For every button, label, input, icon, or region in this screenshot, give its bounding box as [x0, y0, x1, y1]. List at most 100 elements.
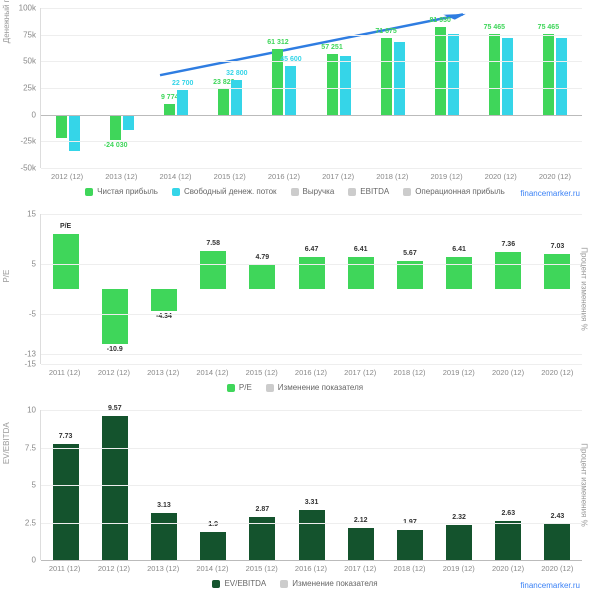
- y-tick: 0: [32, 556, 36, 565]
- pe-chart: P/E 155-5-13-15 P/E-10.9-4.347.584.796.4…: [8, 214, 582, 392]
- gridline: [41, 314, 582, 315]
- bar: [53, 234, 79, 289]
- bar: [348, 528, 374, 560]
- legend-item: P/E: [227, 383, 252, 392]
- bar: [489, 34, 500, 114]
- x-tick: 2020 (12): [533, 564, 582, 573]
- bar: [69, 115, 80, 151]
- x-tick: 2012 (12): [89, 368, 138, 377]
- bar: [448, 34, 459, 115]
- legend-swatch: [266, 384, 274, 392]
- gridline: [41, 485, 582, 486]
- bar: [446, 525, 472, 560]
- x-tick: 2016 (12): [286, 368, 335, 377]
- bar-value-label: 2.32: [452, 514, 466, 521]
- bar-group: 6.41: [336, 214, 385, 364]
- legend-swatch: [403, 188, 411, 196]
- bar: [446, 257, 472, 289]
- bar: [53, 444, 79, 560]
- legend: Чистая прибыльСвободный денеж. потокВыру…: [8, 187, 582, 196]
- bar: [102, 289, 128, 344]
- bar: [299, 257, 325, 289]
- bar: [544, 254, 570, 289]
- bar: [110, 115, 121, 141]
- legend-swatch: [227, 384, 235, 392]
- legend-label: EBITDA: [360, 187, 389, 196]
- source-link[interactable]: financemarker.ru: [520, 189, 580, 198]
- legend-item: Чистая прибыль: [85, 187, 158, 196]
- bar-value-label: 75 465: [484, 24, 505, 31]
- x-tick: 2017 (12): [336, 564, 385, 573]
- legend-label: Изменение показателя: [278, 383, 363, 392]
- y-tick: 75k: [23, 30, 36, 39]
- bar-value-label: 4.79: [256, 254, 270, 261]
- bar: [102, 416, 128, 560]
- bar-value-label: 9.57: [108, 405, 122, 412]
- y-axis-label: Денежный поток, млн, ₽: [2, 0, 11, 43]
- bar: [556, 38, 567, 115]
- legend-item: EV/EBITDA: [212, 579, 266, 588]
- gridline: [41, 448, 582, 449]
- x-tick: 2015 (12): [203, 172, 257, 181]
- bar-value-label: 22 700: [172, 80, 193, 87]
- legend-swatch: [280, 580, 288, 588]
- x-tick: 2011 (12): [40, 368, 89, 377]
- x-tick: 2016 (12): [286, 564, 335, 573]
- y-tick: 5: [32, 481, 36, 490]
- legend-item: Изменение показателя: [280, 579, 377, 588]
- x-tick: 2013 (12): [94, 172, 148, 181]
- x-tick: 2014 (12): [188, 368, 237, 377]
- x-tick: 2016 (12): [257, 172, 311, 181]
- x-tick: 2013 (12): [139, 368, 188, 377]
- x-tick: 2012 (12): [89, 564, 138, 573]
- y-tick: -15: [24, 360, 36, 369]
- bar-value-label: 2.43: [551, 513, 565, 520]
- bar: [394, 42, 405, 115]
- y-tick: 7.5: [25, 443, 36, 452]
- gridline: [41, 88, 582, 89]
- y-tick: 5: [32, 260, 36, 269]
- legend-item: EBITDA: [348, 187, 389, 196]
- bar: [495, 521, 521, 560]
- legend-label: Выручка: [303, 187, 335, 196]
- bar-value-label: 7.58: [206, 240, 220, 247]
- bar-group: 7.03: [533, 214, 582, 364]
- bar: [151, 513, 177, 560]
- y-axis-label-right: Процент изменения %: [579, 247, 588, 330]
- bar: [299, 510, 325, 560]
- bar-value-label: 5.67: [403, 250, 417, 257]
- x-tick: 2019 (12): [419, 172, 473, 181]
- bar: [381, 38, 392, 114]
- bar: [397, 530, 423, 560]
- gridline: [41, 61, 582, 62]
- gridline: [41, 264, 582, 265]
- bar-value-label: 81 930: [429, 17, 450, 24]
- x-tick: 2020 (12): [528, 172, 582, 181]
- legend-swatch: [291, 188, 299, 196]
- x-tick: 2013 (12): [139, 564, 188, 573]
- x-tick: 2018 (12): [385, 368, 434, 377]
- gridline: [41, 115, 582, 116]
- legend-item: Изменение показателя: [266, 383, 363, 392]
- y-tick: 0: [32, 110, 36, 119]
- bar-value-label: -10.9: [107, 346, 123, 353]
- y-axis-label: P/E: [2, 270, 11, 283]
- x-tick: 2019 (12): [434, 368, 483, 377]
- bar: [231, 80, 242, 115]
- y-tick: -25k: [20, 137, 36, 146]
- bar-group: 7.58: [189, 214, 238, 364]
- legend-label: P/E: [239, 383, 252, 392]
- x-tick: 2015 (12): [237, 564, 286, 573]
- y-tick: 2.5: [25, 518, 36, 527]
- gridline: [41, 214, 582, 215]
- x-tick: 2011 (12): [40, 564, 89, 573]
- bar-group: 6.47: [287, 214, 336, 364]
- bar: [340, 56, 351, 115]
- legend-label: Операционная прибыль: [415, 187, 505, 196]
- bar-value-label: 6.41: [354, 246, 368, 253]
- bar: [543, 34, 554, 114]
- bar-value-label: 6.47: [305, 246, 319, 253]
- bar-group: -4.34: [139, 214, 188, 364]
- bar-value-label: 2.63: [501, 510, 515, 517]
- x-tick: 2014 (12): [148, 172, 202, 181]
